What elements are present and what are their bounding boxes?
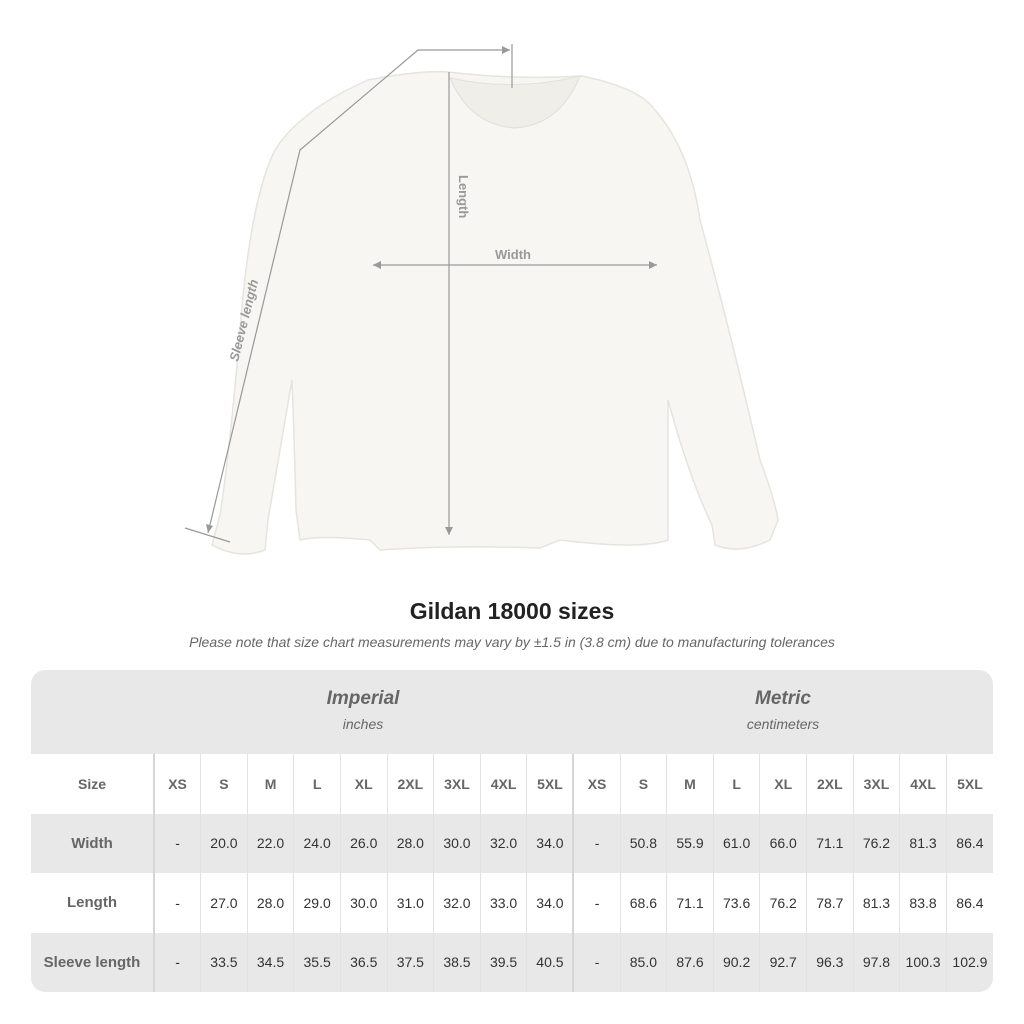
imperial-cell: 38.5	[433, 932, 481, 992]
imperial-cell: 24.0	[293, 813, 341, 873]
metric-unit: centimeters	[746, 716, 820, 732]
metric-cell: 76.2	[759, 873, 807, 933]
metric-cell: -	[572, 873, 621, 933]
imperial-cell: 30.0	[339, 873, 388, 933]
metric-cell: 61.0	[712, 813, 760, 873]
imperial-cell: 40.5	[526, 932, 574, 992]
metric-cell: 100.3	[899, 932, 947, 992]
imperial-cell: XL	[339, 754, 388, 814]
row-label: Size	[31, 754, 155, 814]
metric-cell: 85.0	[619, 932, 667, 992]
metric-cell: 86.4	[945, 813, 993, 873]
imperial-cell: 32.0	[479, 813, 527, 873]
sweatshirt-diagram: Length Width Sleeve length	[184, 44, 779, 555]
tolerance-note: Please note that size chart measurements…	[189, 634, 835, 650]
metric-cell: 5XL	[945, 754, 993, 814]
metric-cell: XL	[759, 754, 807, 814]
imperial-cell: 34.0	[526, 873, 574, 933]
table-row: Sleeve length -33.5 34.5 35.5 36.5 37.5 38.5 39…	[31, 932, 993, 992]
imperial-cell: 37.5	[386, 932, 434, 992]
imperial-cell: 35.5	[293, 932, 341, 992]
metric-cell: 86.4	[945, 873, 993, 933]
imperial-cell: 28.0	[386, 813, 434, 873]
imperial-cell: 34.5	[246, 932, 294, 992]
metric-cell: 55.9	[666, 813, 714, 873]
sleeve-line	[207, 49, 510, 534]
metric-title: Metric	[755, 688, 811, 709]
imperial-cell: 29.0	[293, 873, 341, 933]
metric-header: Metric centimeters	[573, 688, 993, 732]
metric-cell: 68.6	[619, 873, 667, 933]
metric-cell: XS	[572, 754, 621, 814]
imperial-cell: XS	[153, 754, 201, 814]
metric-cell: 71.1	[666, 873, 714, 933]
imperial-cell: 34.0	[526, 813, 574, 873]
imperial-cell: M	[246, 754, 294, 814]
imperial-cell: -	[153, 932, 201, 992]
metric-cell: 81.3	[899, 813, 947, 873]
row-label: Sleeve length	[31, 932, 155, 992]
imperial-cell: -	[153, 813, 201, 873]
metric-cell: M	[666, 754, 714, 814]
row-label: Length	[31, 873, 155, 933]
imperial-cell: 33.5	[200, 932, 248, 992]
imperial-cell: 2XL	[386, 754, 434, 814]
imperial-cell: 26.0	[339, 813, 388, 873]
imperial-unit: inches	[342, 716, 384, 732]
metric-cell: 83.8	[899, 873, 947, 933]
metric-cell: -	[572, 932, 621, 992]
metric-cell: -	[572, 813, 621, 873]
imperial-cell: 39.5	[479, 932, 527, 992]
metric-cell: 90.2	[712, 932, 760, 992]
imperial-cell: 31.0	[386, 873, 434, 933]
imperial-title: Imperial	[326, 688, 400, 709]
metric-cell: 78.7	[806, 873, 854, 933]
metric-cell: 76.2	[852, 813, 900, 873]
size-header-row: Size XS S M L XL 2XL 3XL 4XL 5XL XS S M L XL 2XL 3XL 4XL 5…	[31, 754, 993, 814]
table-row: Length -27.0 28.0 29.0 30.0 31.0 32.0 33.0 34.0-…	[31, 873, 993, 933]
metric-cell: 81.3	[852, 873, 900, 933]
length-label: Length	[456, 175, 471, 218]
imperial-cell: 20.0	[200, 813, 248, 873]
metric-cell: S	[619, 754, 667, 814]
metric-cell: 4XL	[899, 754, 947, 814]
imperial-cell: 30.0	[433, 813, 481, 873]
size-table-panel: Imperial inches Metric centimeters Size X…	[31, 670, 993, 992]
imperial-cell: 22.0	[246, 813, 294, 873]
page-title: Gildan 18000 sizes	[409, 598, 615, 624]
imperial-cell: 32.0	[433, 873, 481, 933]
collar	[449, 75, 581, 129]
table-row: Width -20.0 22.0 24.0 26.0 28.0 30.0 32.0 34.0-5…	[31, 813, 993, 873]
metric-cell: 102.9	[945, 932, 993, 992]
metric-cell: 66.0	[759, 813, 807, 873]
metric-cell: 50.8	[619, 813, 667, 873]
metric-cell: 97.8	[852, 932, 900, 992]
metric-cell: 71.1	[806, 813, 854, 873]
imperial-cell: 27.0	[200, 873, 248, 933]
width-label: Width	[495, 247, 531, 262]
metric-cell: L	[712, 754, 760, 814]
metric-cell: 2XL	[806, 754, 854, 814]
metric-cell: 96.3	[806, 932, 854, 992]
imperial-cell: 5XL	[526, 754, 574, 814]
imperial-cell: 3XL	[433, 754, 481, 814]
row-label: Width	[31, 813, 155, 873]
metric-cell: 3XL	[852, 754, 900, 814]
imperial-header: Imperial inches	[153, 688, 573, 732]
imperial-cell: L	[293, 754, 341, 814]
size-table: Size XS S M L XL 2XL 3XL 4XL 5XL XS S M L XL 2XL 3XL 4XL 5…	[31, 754, 993, 992]
imperial-cell: S	[200, 754, 248, 814]
imperial-cell: 4XL	[479, 754, 527, 814]
imperial-cell: 28.0	[246, 873, 294, 933]
imperial-cell: -	[153, 873, 201, 933]
metric-cell: 92.7	[759, 932, 807, 992]
imperial-cell: 33.0	[479, 873, 527, 933]
metric-cell: 87.6	[666, 932, 714, 992]
metric-cell: 73.6	[712, 873, 760, 933]
sweatshirt-body	[211, 70, 779, 555]
imperial-cell: 36.5	[339, 932, 388, 992]
